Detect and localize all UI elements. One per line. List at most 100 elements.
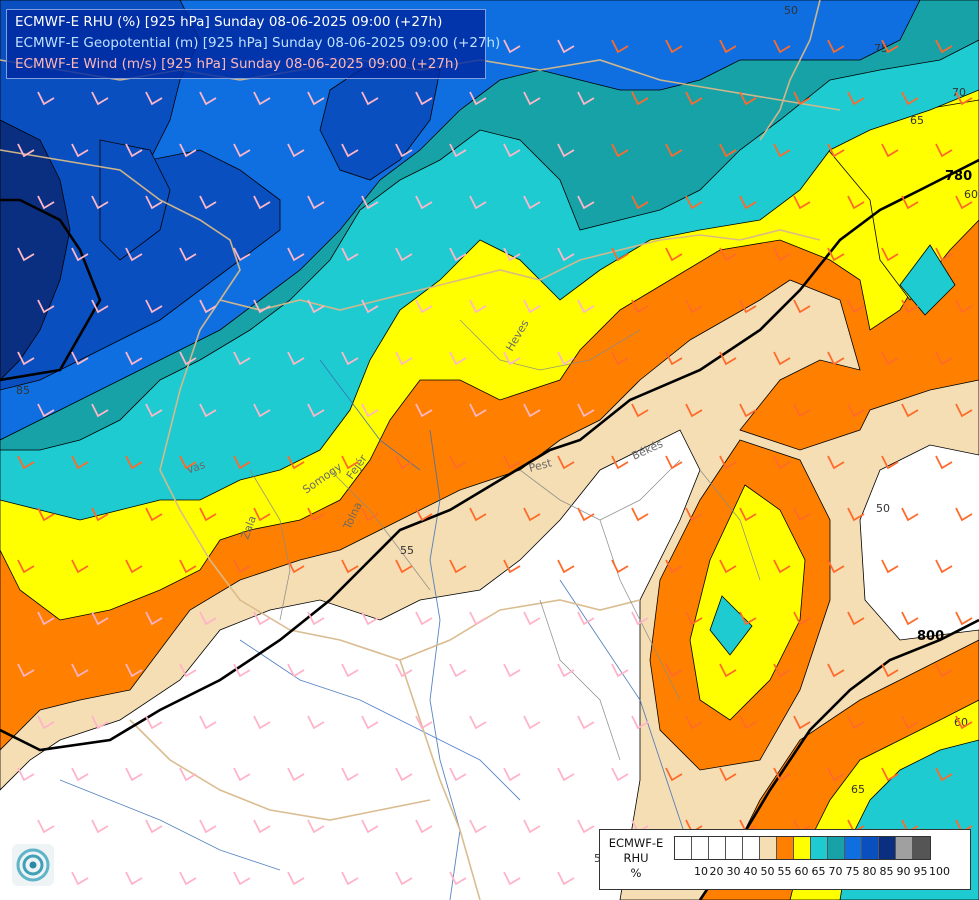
wind-barb [91,611,109,626]
legend-tick: 70 [828,865,843,878]
wind-barb [145,195,163,210]
wind-barb [901,299,919,314]
wind-barb [307,91,325,106]
wind-barb [37,819,55,834]
rh-band-65-blob [689,484,806,721]
wind-barb [827,39,845,54]
wind-barb [415,403,433,418]
wind-barb [503,455,521,470]
wind-barb [415,195,433,210]
geopotential-780-line [0,198,102,382]
wind-barb [341,871,359,886]
wind-barb [719,559,737,574]
wind-barb [557,39,575,54]
wind-barb [145,507,163,522]
wind-barb [935,351,953,366]
wind-barb [415,299,433,314]
wind-barb [341,767,359,782]
wind-barb [955,507,973,522]
wind-barb [469,403,487,418]
wind-barb [881,455,899,470]
wind-barb [503,351,521,366]
wind-barb [91,507,109,522]
legend-title-unit: % [630,866,642,880]
wind-barb [935,767,953,782]
wind-barb [179,143,197,158]
region-pest: Pest [527,456,553,475]
wind-barb [71,559,89,574]
wind-barbs [17,39,973,886]
legend-tick: 95 [913,865,928,878]
wind-barb [91,819,109,834]
wind-barb [91,91,109,106]
wind-barb [773,39,791,54]
wind-barb [361,195,379,210]
wind-barb [125,559,143,574]
wind-barb [125,767,143,782]
wind-barb [577,715,595,730]
wind-barb [685,299,703,314]
wind-barb [469,507,487,522]
wind-barb [557,663,575,678]
wind-barb [827,247,845,262]
wind-barb [523,507,541,522]
wind-barb [719,351,737,366]
legend-swatch [692,837,709,859]
wind-barb [685,507,703,522]
wind-barb [415,819,433,834]
wind-barb [665,767,683,782]
wind-barb [179,351,197,366]
wind-barb [631,91,649,106]
legend-title: ECMWF-E RHU % [604,836,668,881]
wind-barb [287,351,305,366]
wind-barb [199,611,217,626]
wind-barb [503,559,521,574]
wind-barb [415,91,433,106]
wind-barb [125,143,143,158]
wind-barb [449,663,467,678]
wind-barb [665,39,683,54]
wind-barb [611,39,629,54]
wind-barb [415,507,433,522]
legend-swatch [726,837,743,859]
wind-barb [469,611,487,626]
wind-barb [685,403,703,418]
wind-barb [955,299,973,314]
legend-tick: 40 [743,865,758,878]
legend-swatch [777,837,794,859]
wind-barb [719,663,737,678]
wind-barb [199,195,217,210]
wind-barb [287,143,305,158]
wind-barb [577,299,595,314]
wind-barb [523,611,541,626]
wind-barb [793,611,811,626]
wind-barb [307,403,325,418]
wind-barb [233,455,251,470]
title-geopotential: ECMWF-E Geopotential (m) [925 hPa] Sunda… [15,35,501,51]
wind-barb [577,819,595,834]
wind-barb [287,767,305,782]
wind-barb [287,559,305,574]
wind-barb [631,507,649,522]
wind-barb [881,767,899,782]
wind-barb [719,247,737,262]
wind-barb [793,403,811,418]
wind-barb [199,819,217,834]
wind-barb [469,715,487,730]
wind-barb [449,351,467,366]
wind-barb [773,455,791,470]
wind-barb [253,195,271,210]
legend-swatch [709,837,726,859]
wind-barb [881,39,899,54]
wind-barb [523,195,541,210]
wind-barb [577,507,595,522]
wind-barb [71,455,89,470]
wind-barb [847,299,865,314]
wind-barb [793,299,811,314]
wind-barb [71,247,89,262]
wind-barb [253,611,271,626]
wind-barb [17,455,35,470]
wind-barb [955,403,973,418]
wind-barb [827,663,845,678]
wind-barb [665,143,683,158]
